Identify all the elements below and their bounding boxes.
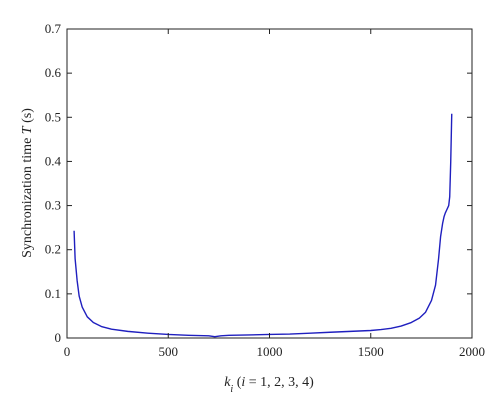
y-axis-ticks: 0 0.1 0.2 0.3 0.4 0.5 0.6 0.7 [45, 21, 472, 345]
series-layer [73, 113, 453, 338]
x-tick-label-1: 500 [159, 344, 179, 359]
x-tick-label-0: 0 [64, 344, 71, 359]
y-tick-label-0: 0 [55, 330, 62, 345]
y-axis-label: Synchronization time T (s) [20, 108, 35, 258]
y-tick-label-1: 0.1 [45, 286, 61, 301]
y-tick-label-3: 0.3 [45, 198, 61, 213]
x-tick-label-3: 1500 [358, 344, 384, 359]
x-tick-label-2: 1000 [257, 344, 283, 359]
series-line-0 [73, 113, 453, 338]
y-tick-label-6: 0.6 [45, 65, 62, 80]
y-tick-label-7: 0.7 [45, 21, 62, 36]
y-tick-label-4: 0.4 [45, 153, 62, 168]
y-tick-label-2: 0.2 [45, 242, 61, 257]
x-axis-label: ki (i = 1, 2, 3, 4) [224, 375, 314, 395]
x-tick-label-4: 2000 [459, 344, 485, 359]
y-tick-label-5: 0.5 [45, 109, 61, 124]
plot-area [67, 29, 472, 338]
x-axis-ticks: 0 500 1000 1500 2000 [64, 29, 485, 359]
